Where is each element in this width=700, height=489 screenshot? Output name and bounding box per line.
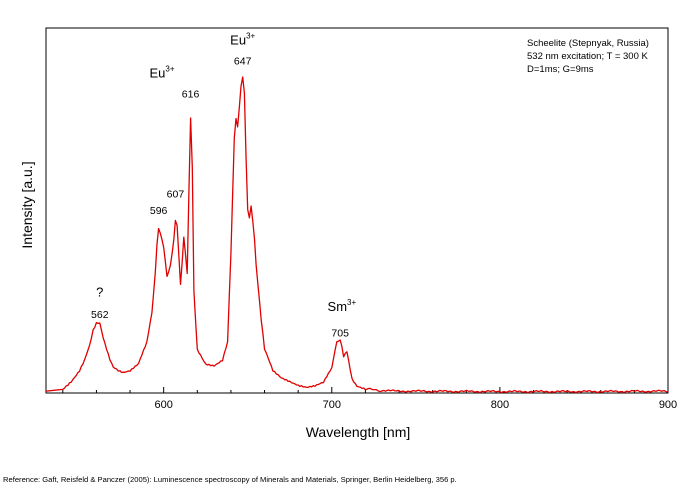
spectrum-line [45,76,669,394]
peak-label: 647 [234,56,252,68]
x-tick-label: 900 [659,399,677,411]
ion-annotation: Eu3+ [230,31,255,47]
x-axis-tick-labels: 600 700 800 900 [154,399,677,411]
x-axis-label: Wavelength [nm] [306,424,411,440]
reference-text: Reference: Gaft, Reisfeld & Panczer (200… [3,475,457,484]
info-line-1: Scheelite (Stepnyak, Russia) [527,38,649,49]
ion-annotations: Eu3+ Eu3+ Sm3+? [96,31,356,313]
info-line-3: D=1ms; G=9ms [527,64,594,75]
peak-label: 616 [182,88,200,100]
y-axis-label: Intensity [a.u.] [19,161,35,248]
ion-annotation: Eu3+ [149,64,174,80]
peak-label: 607 [167,189,185,201]
peak-label: 562 [91,309,109,321]
info-line-2: 532 nm excitation; T = 300 K [527,51,649,62]
ion-annotation: ? [96,284,103,299]
x-tick-label: 700 [323,399,341,411]
x-tick-label: 600 [154,399,172,411]
ion-annotation: Sm3+ [328,298,357,314]
plot-frame [45,27,669,394]
x-tick-label: 800 [491,399,509,411]
peak-label: 705 [331,327,349,339]
peak-label: 596 [150,205,168,217]
peak-labels: 562 596 607 616 647 705 [91,56,349,340]
